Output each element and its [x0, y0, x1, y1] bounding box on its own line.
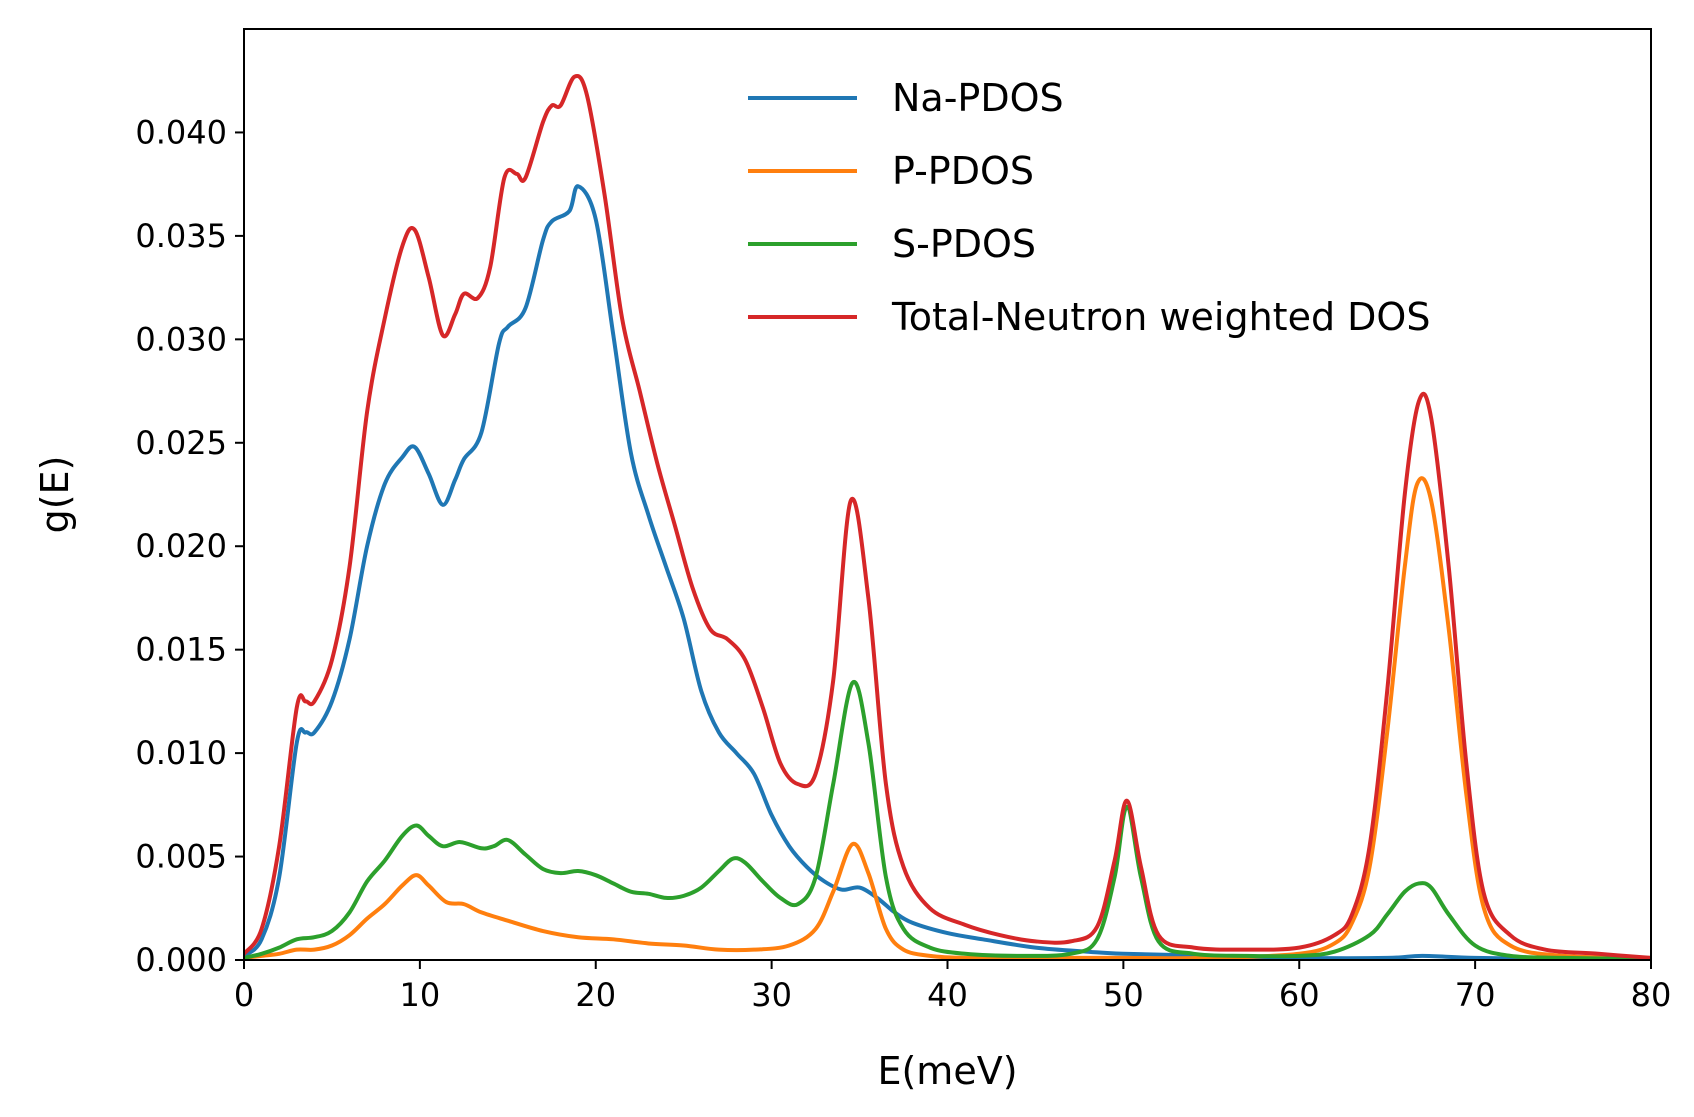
- legend-label-1: P-PDOS: [892, 149, 1034, 193]
- series-line-2: [244, 679, 1651, 960]
- x-tick-label: 40: [927, 976, 968, 1014]
- y-tick-label: 0.000: [135, 941, 227, 979]
- series-line-1: [244, 476, 1651, 960]
- y-tick-label: 0.010: [135, 734, 227, 772]
- series-layer: [244, 74, 1651, 960]
- y-tick-label: 0.020: [135, 527, 227, 565]
- y-tick-label: 0.040: [135, 113, 227, 151]
- x-tick-label: 80: [1631, 976, 1672, 1014]
- legend-label-2: S-PDOS: [892, 222, 1036, 266]
- x-tick-label: 70: [1455, 976, 1496, 1014]
- x-tick-label: 60: [1279, 976, 1320, 1014]
- y-axis-title: g(E): [33, 456, 77, 534]
- x-tick-label: 50: [1103, 976, 1144, 1014]
- x-tick-label: 20: [575, 976, 616, 1014]
- legend: Na-PDOS P-PDOS S-PDOS Total-Neutron weighte…: [748, 76, 1430, 339]
- x-tick-label: 0: [234, 976, 254, 1014]
- y-tick-label: 0.025: [135, 424, 227, 462]
- x-tick-label: 10: [400, 976, 441, 1014]
- x-axis-title: E(meV): [877, 1049, 1017, 1093]
- legend-label-3: Total-Neutron weighted DOS: [891, 295, 1430, 339]
- x-tick-label: 30: [751, 976, 792, 1014]
- y-tick-label: 0.035: [135, 217, 227, 255]
- ticks-layer: 0 10 20 30 40 50 60 70 80 0.000 0.005 0.010 0.015 0.0…: [135, 113, 1671, 1014]
- series-line-3: [244, 74, 1651, 960]
- series-line-0: [244, 184, 1651, 960]
- y-tick-label: 0.015: [135, 631, 227, 669]
- legend-label-0: Na-PDOS: [892, 76, 1064, 120]
- y-tick-label: 0.030: [135, 320, 227, 358]
- y-tick-label: 0.005: [135, 838, 227, 876]
